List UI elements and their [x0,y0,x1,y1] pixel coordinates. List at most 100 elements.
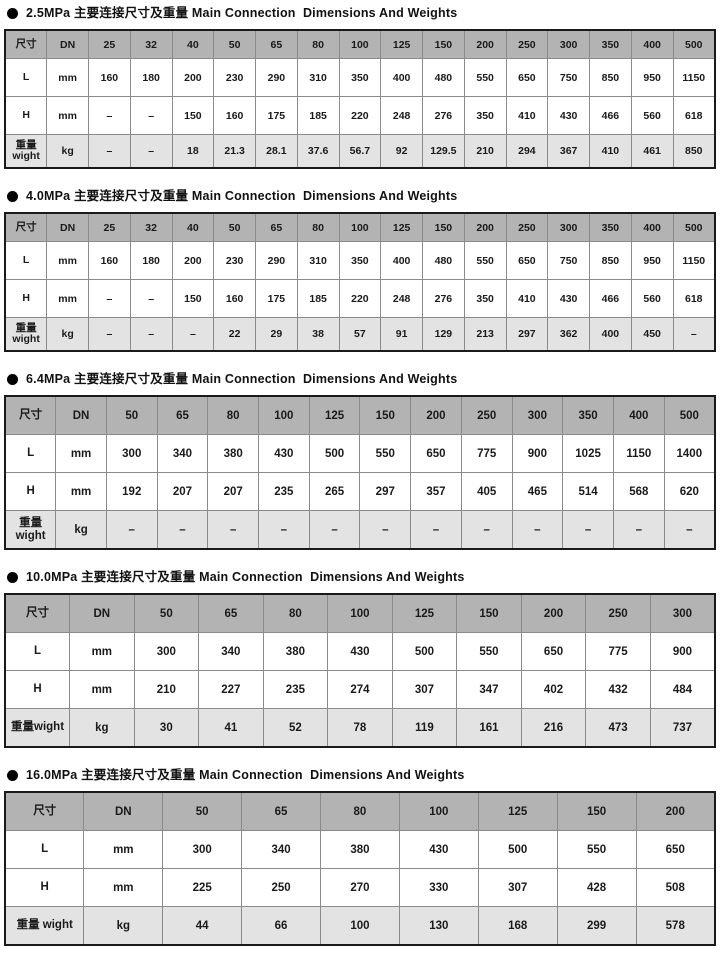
table-header-row: 尺寸 DN 25 32 40 50 65 80 100 125 150 200 250 300 350 400… [4,212,716,242]
value-cell: 38 [296,317,340,352]
dn-size-cell: 150 [422,29,465,59]
value-cell: 560 [630,279,674,318]
dn-size-cell: 300 [649,593,716,633]
value-cell: – [672,317,716,352]
dn-size-cell: 400 [630,29,674,59]
value-cell: 207 [156,472,209,511]
value-cell: 550 [359,434,412,473]
dn-size-cell: 500 [672,212,716,242]
value-cell: 500 [391,632,458,671]
corner-header-cell: 尺寸 [4,791,85,831]
value-cell: 618 [672,279,716,318]
value-cell: 129.5 [422,134,465,169]
dn-size-cell: 40 [171,212,215,242]
dn-size-cell: 65 [156,395,209,435]
dn-size-cell: 250 [505,212,549,242]
table-title-text: 10.0MPa 主要连接尺寸及重量 Main Connection Dimens… [26,570,465,584]
table-header-row: 尺寸 DN 25 32 40 50 65 80 100 125 150 200 250 300 350 400… [4,29,716,59]
value-cell: 560 [630,96,674,135]
value-cell: – [562,510,614,550]
dn-header-cell: DN [46,212,89,242]
value-cell: 248 [380,279,423,318]
unit-cell: mm [83,830,164,869]
dn-size-cell: 150 [556,791,637,831]
dn-size-cell: 80 [207,395,260,435]
table-title: 16.0MPa 主要连接尺寸及重量 Main Connection Dimens… [7,768,716,782]
value-cell: 775 [460,434,513,473]
value-cell: 276 [422,96,465,135]
dn-size-cell: 80 [262,593,329,633]
dn-size-cell: 200 [410,395,462,435]
value-cell: 340 [198,632,264,671]
value-cell: 380 [207,434,260,473]
value-cell: 52 [262,708,329,748]
row-label-cell: H [4,96,48,135]
dn-size-cell: 150 [422,212,465,242]
dn-size-cell: 100 [338,212,382,242]
bullet-icon [7,7,18,19]
value-cell: 290 [255,241,298,280]
value-cell: 500 [477,830,558,869]
value-cell: 160 [88,58,131,97]
value-cell: 207 [207,472,260,511]
value-cell: 650 [520,632,587,671]
corner-header-cell: 尺寸 [4,29,48,59]
unit-cell: kg [55,510,107,550]
value-cell: 850 [589,241,632,280]
value-cell: 270 [320,868,400,907]
value-cell: 200 [171,58,215,97]
value-cell: 737 [649,708,716,748]
value-cell: 235 [262,670,329,709]
row-label-cell: 重量 wight [4,317,48,352]
unit-cell: mm [83,868,164,907]
unit-cell: kg [83,906,164,946]
value-cell: 213 [463,317,507,352]
unit-cell: mm [69,632,135,671]
value-cell: 22 [213,317,256,352]
dn-size-cell: 50 [105,395,158,435]
table-title-text: 6.4MPa 主要连接尺寸及重量 Main Connection Dimensi… [26,372,458,386]
value-cell: 350 [338,241,382,280]
dn-size-cell: 50 [213,29,256,59]
value-cell: 300 [133,632,200,671]
value-cell: 350 [338,58,382,97]
dn-size-cell: 100 [338,29,382,59]
dn-size-cell: 80 [320,791,400,831]
dn-size-cell: 100 [258,395,310,435]
value-cell: 180 [129,58,173,97]
dn-size-cell: 200 [463,29,507,59]
value-cell: 160 [213,279,256,318]
value-cell: 78 [327,708,393,748]
value-cell: 330 [398,868,479,907]
value-cell: 340 [241,830,321,869]
value-cell: 850 [672,134,716,169]
dimensions-table: 尺寸 DN 25 32 40 50 65 80 100 125 150 200 250 300 350 400… [4,212,716,352]
value-cell: 461 [630,134,674,169]
value-cell: 484 [649,670,716,709]
value-cell: 220 [338,279,382,318]
table-header-row: 尺寸 DN 50 65 80 100 125 150 200 250 300 350 400 500 [4,395,716,435]
value-cell: 950 [630,58,674,97]
dn-size-cell: 65 [255,29,298,59]
dimensions-table: 尺寸 DN 25 32 40 50 65 80 100 125 150 200 250 300 350 400… [4,29,716,169]
value-cell: 380 [262,632,329,671]
value-cell: 57 [338,317,382,352]
pressure-section-2.5MPa: 2.5MPa 主要连接尺寸及重量 Main Connection Dimensi… [4,6,716,169]
dn-size-cell: 125 [380,212,423,242]
value-cell: 430 [547,96,590,135]
row-label-cell: L [4,241,48,280]
value-cell: 620 [663,472,716,511]
bullet-icon [7,373,18,385]
value-cell: 185 [296,96,340,135]
pressure-section-6.4MPa: 6.4MPa 主要连接尺寸及重量 Main Connection Dimensi… [4,372,716,550]
dn-size-cell: 250 [460,395,513,435]
value-cell: 225 [162,868,243,907]
value-cell: 350 [463,279,507,318]
value-cell: 210 [463,134,507,169]
unit-cell: kg [46,134,89,169]
unit-cell: mm [46,58,89,97]
